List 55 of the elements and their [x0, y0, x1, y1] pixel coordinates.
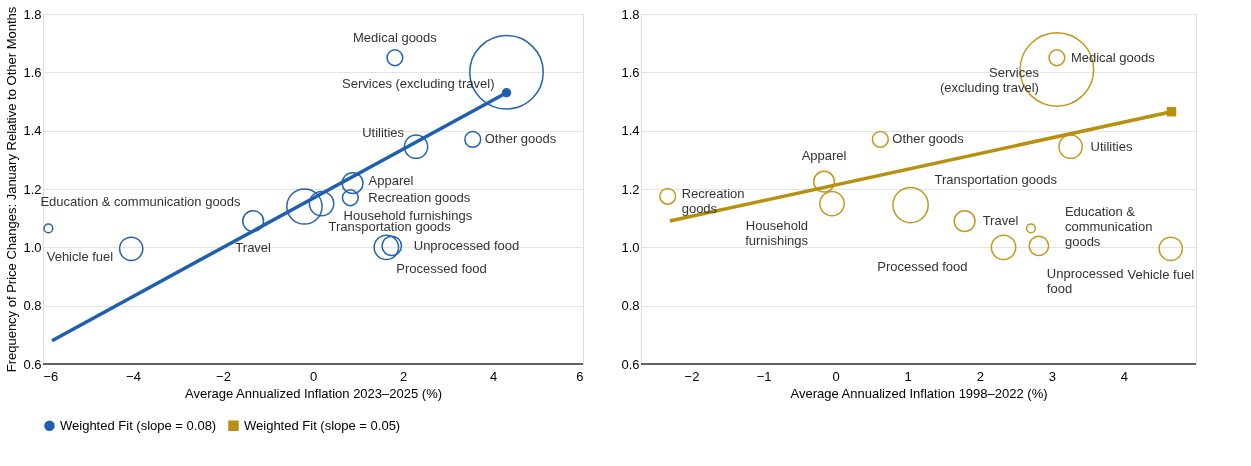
annotation: Unprocessed food	[413, 237, 520, 253]
y-tick-label: 1.6	[621, 64, 640, 80]
x-axis-title: Average Annualized Inflation 2023–2025 (%)	[184, 385, 443, 401]
x-axis-title: Average Annualized Inflation 1998–2022 (%)	[790, 385, 1048, 401]
y-tick-label: 1.2	[23, 181, 42, 197]
annotation: Recreation goods	[681, 186, 745, 217]
x-tick-label: −6	[43, 368, 59, 384]
y-tick-label: 1.2	[621, 181, 640, 197]
y-tick-label: 1.4	[621, 123, 640, 139]
x-tick-label: 0	[309, 368, 318, 384]
annotation: Education & communication goods	[40, 194, 242, 210]
x-tick-label: −1	[756, 368, 772, 384]
annotation: Household furnishings	[745, 217, 809, 248]
y-tick-label: 0.6	[23, 356, 42, 372]
x-tick-label: −2	[684, 368, 700, 384]
y-tick-label: 1.0	[621, 239, 640, 255]
y-tick-label: 1.0	[23, 239, 42, 255]
x-tick-label: 3	[1048, 368, 1056, 384]
annotation: Other goods	[892, 131, 965, 147]
annotation: Other goods	[484, 131, 557, 147]
legend-label: Weighted Fit (slope = 0.08)	[60, 417, 217, 433]
y-axis-title: Frequency of Price Changes: January Relative to Other Months	[4, 6, 20, 373]
annotation: Processed food	[877, 259, 968, 275]
annotation: Travel	[235, 240, 272, 256]
y-tick-label: 0.6	[621, 356, 640, 372]
y-tick-label: 1.6	[23, 64, 42, 80]
y-tick-label: 0.8	[621, 298, 640, 314]
annotation: Utilities	[1090, 138, 1133, 154]
y-tick-label: 1.4	[23, 123, 42, 139]
x-tick-label: 4	[1120, 368, 1129, 384]
annotation: Vehicle fuel	[1127, 266, 1195, 282]
annotation: Recreation goods	[368, 189, 471, 205]
x-tick-label: 2	[399, 368, 408, 384]
y-tick-label: 1.8	[621, 6, 640, 22]
y-tick-label: 0.8	[23, 298, 42, 314]
y-tick-label: 1.8	[23, 6, 42, 22]
annotation: Unprocessed food	[1046, 265, 1124, 296]
x-tick-label: −2	[216, 368, 231, 384]
x-tick-label: 0	[832, 368, 840, 384]
annotation: Travel	[982, 213, 1019, 229]
annotation: Vehicle fuel	[46, 248, 114, 264]
annotation: Apparel	[368, 173, 414, 189]
legend-label: Weighted Fit (slope = 0.05)	[244, 417, 401, 433]
x-tick-label: 6	[576, 368, 584, 384]
annotation: Processed food	[396, 261, 487, 277]
annotation: Apparel	[801, 147, 847, 163]
annotation: Education & communication goods	[1064, 204, 1153, 250]
annotation: Utilities	[362, 124, 405, 140]
x-tick-label: 2	[976, 368, 984, 384]
x-tick-label: 1	[904, 368, 912, 384]
x-tick-label: 4	[489, 368, 498, 384]
annotation: Transportation goods	[934, 172, 1058, 188]
annotation: Medical goods	[352, 29, 438, 45]
x-tick-label: −4	[126, 368, 141, 384]
annotation: Household furnishings	[343, 207, 473, 223]
